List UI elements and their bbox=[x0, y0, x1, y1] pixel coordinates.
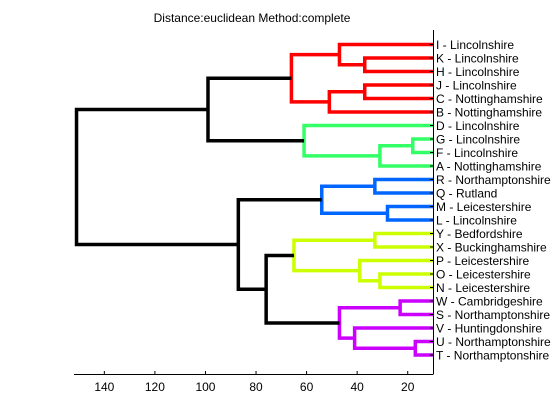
leaf-label: U - Northamptonshire bbox=[436, 335, 551, 349]
x-tick-label: 60 bbox=[300, 380, 314, 394]
leaf-label: W - Cambridgeshire bbox=[436, 294, 543, 308]
x-axis-ticks: 140 120 100 80 60 40 20 bbox=[94, 371, 415, 394]
x-tick-label: 100 bbox=[195, 380, 215, 394]
dendrogram-links bbox=[74, 42, 433, 357]
dendrogram-link bbox=[236, 198, 322, 291]
dendrogram-link bbox=[289, 52, 340, 104]
dendrogram-link bbox=[398, 299, 433, 317]
leaf-label: V - Huntingdonshire bbox=[436, 321, 542, 335]
chart-title: Distance:euclidean Method:complete bbox=[154, 11, 351, 25]
dendrogram-link bbox=[385, 204, 433, 222]
leaf-label: J - Lincolnshire bbox=[436, 78, 517, 92]
leaf-label: Y - Bedfordshire bbox=[436, 227, 523, 241]
leaf-label: R - Northamptonshire bbox=[436, 173, 551, 187]
dendrogram-link bbox=[413, 339, 433, 357]
dendrogram-link bbox=[327, 90, 433, 114]
leaf-label: D - Lincolnshire bbox=[436, 119, 520, 133]
leaf-label: N - Leicestershire bbox=[436, 281, 530, 295]
dendrogram-link bbox=[373, 231, 433, 249]
leaf-label: T - Northamptonshire bbox=[436, 348, 549, 362]
leaf-label: M - Leicestershire bbox=[436, 200, 532, 214]
dendrogram-link bbox=[362, 56, 433, 74]
dendrogram-link bbox=[74, 107, 239, 247]
dendrogram-link bbox=[292, 238, 375, 273]
dendrogram-link bbox=[378, 144, 433, 168]
dendrogram-link bbox=[320, 184, 388, 215]
dendrogram-link bbox=[411, 137, 433, 155]
leaf-label: H - Lincolnshire bbox=[436, 65, 520, 79]
dendrogram-link bbox=[362, 83, 433, 101]
leaf-label: F - Lincolnshire bbox=[436, 146, 518, 160]
dendrogram-link bbox=[337, 306, 401, 340]
leaf-label: L - Lincolnshire bbox=[436, 213, 517, 227]
leaf-label: I - Lincolnshire bbox=[436, 38, 514, 52]
leaf-label: P - Leicestershire bbox=[436, 254, 529, 268]
dendrogram-link bbox=[264, 253, 340, 325]
leaf-label: C - Nottinghamshire bbox=[436, 92, 543, 106]
dendrogram-link bbox=[206, 76, 305, 143]
x-tick-label: 20 bbox=[401, 380, 415, 394]
leaf-label: G - Lincolnshire bbox=[436, 132, 520, 146]
leaf-label: A - Nottinghamshire bbox=[436, 159, 542, 173]
x-tick-label: 40 bbox=[350, 380, 364, 394]
x-tick-label: 140 bbox=[94, 380, 114, 394]
dendrogram-link bbox=[378, 272, 433, 290]
dendrogram-link bbox=[337, 42, 433, 67]
leaf-label: B - Nottinghamshire bbox=[436, 105, 542, 119]
dendrogram-link bbox=[357, 258, 433, 283]
dendrogram-link bbox=[373, 177, 433, 195]
leaf-label: O - Leicestershire bbox=[436, 267, 531, 281]
dendrogram-link bbox=[352, 326, 433, 350]
leaf-label: Q - Rutland bbox=[436, 186, 497, 200]
leaf-label: K - Lincolnshire bbox=[436, 51, 519, 65]
leaf-label: S - Northamptonshire bbox=[436, 308, 550, 322]
leaf-label: X - Buckinghamshire bbox=[436, 240, 547, 254]
axes bbox=[74, 30, 434, 375]
x-tick-label: 80 bbox=[249, 380, 263, 394]
x-tick-label: 120 bbox=[145, 380, 165, 394]
